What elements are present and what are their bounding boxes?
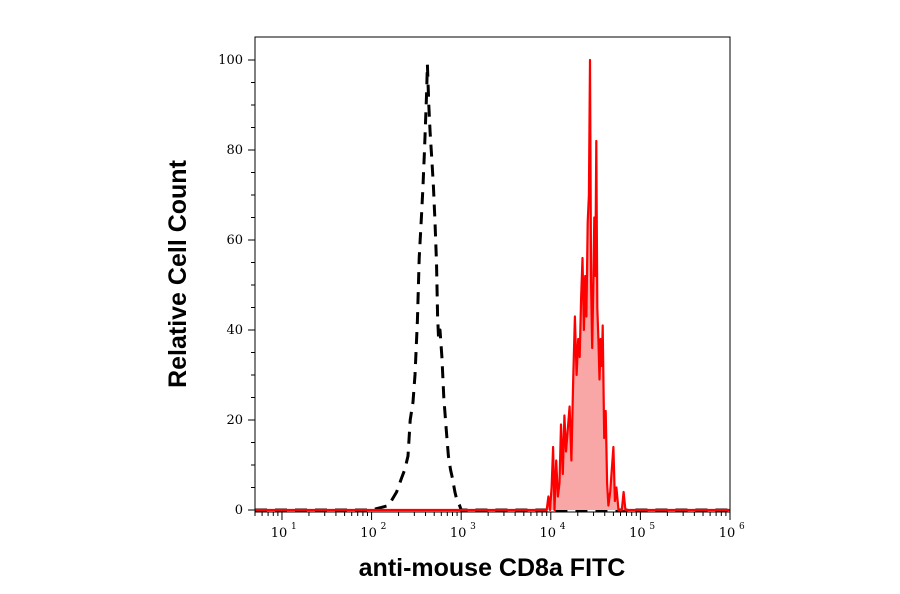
- y-tick-label: 0: [235, 503, 243, 518]
- plot-frame: [254, 36, 731, 513]
- x-axis-title: anti-mouse CD8a FITC: [359, 554, 626, 582]
- y-axis-ticks: 0 20 40 60 80 100: [218, 53, 255, 518]
- x-tick-label: 10: [360, 526, 377, 541]
- series-layer: [255, 58, 730, 512]
- x-tick-exponent: 2: [381, 522, 387, 532]
- x-tick-label: 10: [719, 526, 736, 541]
- series-1-line: [255, 63, 730, 512]
- series-2-fill: [255, 60, 730, 510]
- y-tick-label: 20: [226, 413, 243, 428]
- x-tick-exponent: 5: [649, 522, 655, 532]
- series-2-line: [255, 58, 730, 512]
- x-axis-ticks: 10 1 10 2 10 3 10 4 10 5 10 6: [254, 512, 745, 541]
- x-tick-exponent: 6: [739, 522, 745, 532]
- y-tick-label: 100: [218, 53, 243, 68]
- y-tick-label: 40: [226, 323, 243, 338]
- x-tick-label: 10: [271, 526, 288, 541]
- y-tick-label: 60: [226, 233, 243, 248]
- x-tick-label: 10: [540, 526, 557, 541]
- x-tick-label: 10: [629, 526, 646, 541]
- x-tick-exponent: 1: [291, 522, 297, 532]
- x-tick-exponent: 3: [470, 522, 476, 532]
- y-axis-title: Relative Cell Count: [164, 159, 192, 387]
- x-tick-exponent: 4: [560, 522, 566, 532]
- x-tick-label: 10: [450, 526, 467, 541]
- y-tick-label: 80: [226, 143, 243, 158]
